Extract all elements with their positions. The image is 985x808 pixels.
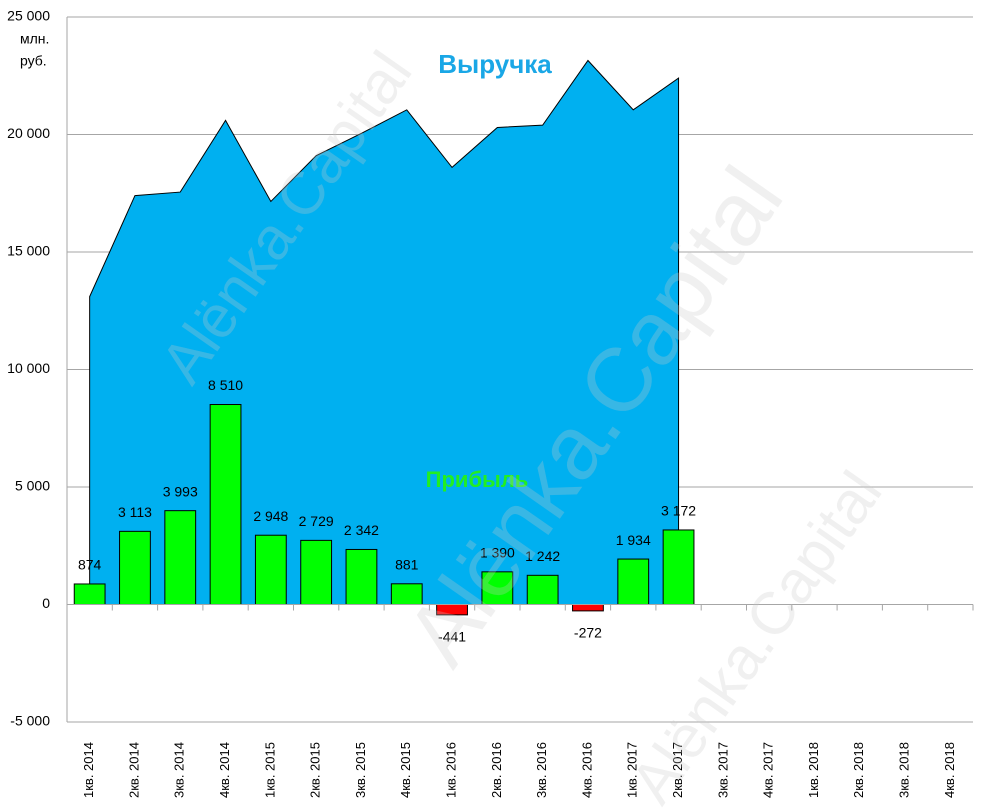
data-label: -272 (574, 625, 602, 641)
y-tick-label: -5 000 (10, 713, 50, 729)
data-label: 2 342 (344, 522, 379, 538)
x-tick-label: 4кв. 2018 (942, 742, 957, 798)
x-tick-label: 3кв. 2018 (896, 742, 911, 798)
y-unit: руб. (20, 53, 47, 69)
y-tick-label: 15 000 (7, 243, 50, 259)
x-tick-label: 1кв. 2018 (806, 742, 821, 798)
data-label: 3 993 (163, 483, 198, 499)
data-label: 2 729 (299, 513, 334, 529)
x-tick-label: 4кв. 2017 (761, 742, 776, 798)
data-label: 2 948 (253, 508, 288, 524)
bar (73, 583, 106, 605)
x-tick-label: 2кв. 2015 (308, 742, 323, 798)
x-tick-label: 3кв. 2015 (353, 742, 368, 798)
data-label: 1 390 (480, 545, 515, 561)
x-tick-label: 2кв. 2016 (489, 742, 504, 798)
y-tick-label: 0 (42, 595, 50, 611)
x-tick-label: 2кв. 2017 (670, 742, 685, 798)
data-label: 1 934 (616, 532, 651, 548)
series-label: Выручка (438, 49, 552, 79)
x-tick-label: 4кв. 2015 (398, 742, 413, 798)
x-tick-label: 3кв. 2016 (534, 742, 549, 798)
data-label: 874 (78, 557, 102, 573)
series-label: Прибыль (426, 467, 529, 492)
x-tick-label: 2кв. 2014 (126, 742, 141, 798)
bar (164, 510, 197, 605)
bar (254, 534, 287, 605)
y-tick-label: 10 000 (7, 360, 50, 376)
x-tick-label: 3кв. 2014 (172, 742, 187, 798)
bar (209, 404, 242, 606)
bar (300, 539, 333, 606)
bar (617, 558, 650, 606)
bar (526, 574, 559, 605)
x-tick-label: 4кв. 2014 (217, 742, 232, 798)
x-tick-label: 2кв. 2018 (851, 742, 866, 798)
bar (662, 529, 695, 606)
bar (119, 530, 151, 605)
bar (572, 604, 604, 612)
y-tick-label: 20 000 (7, 125, 50, 141)
y-tick-label: 5 000 (15, 478, 50, 494)
x-tick-label: 1кв. 2016 (443, 742, 458, 798)
x-tick-label: 1кв. 2015 (262, 742, 277, 798)
data-label: 881 (395, 556, 419, 572)
x-tick-label: 4кв. 2016 (579, 742, 594, 798)
data-label: -441 (438, 629, 466, 645)
x-tick-label: 1кв. 2014 (81, 742, 96, 798)
bar (481, 571, 514, 606)
x-tick-label: 1кв. 2017 (625, 742, 640, 798)
data-label: 8 510 (208, 377, 243, 393)
data-label: 3 172 (661, 503, 696, 519)
y-tick-label: 25 000 (7, 8, 50, 24)
data-label: 3 113 (118, 504, 152, 520)
x-tick-label: 3кв. 2017 (715, 742, 730, 798)
data-label: 1 242 (525, 548, 560, 564)
y-unit: млн. (20, 31, 49, 47)
bar (345, 548, 378, 606)
